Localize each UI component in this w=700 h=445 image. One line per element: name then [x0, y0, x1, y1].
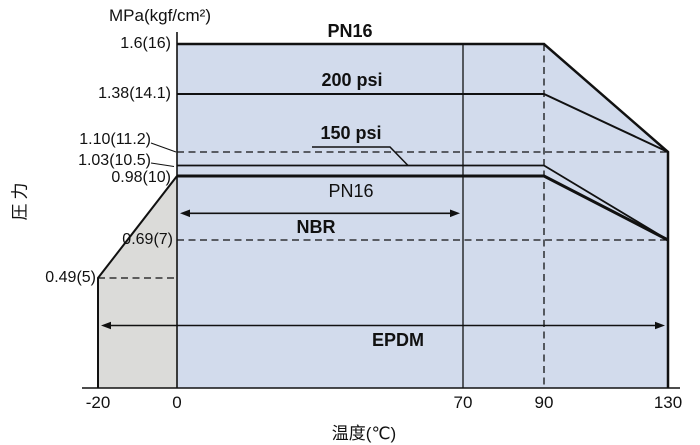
range-label-nbr: NBR — [296, 217, 336, 237]
y-tick-label-1.38: 1.38(14.1) — [98, 85, 171, 102]
leader-1.03 — [150, 162, 175, 168]
arrowhead-right-nbr — [450, 209, 460, 218]
x-tick-label--20: -20 — [85, 393, 111, 412]
curve-label-200psi: 200 psi — [321, 70, 383, 90]
x-tick-label-130: 130 — [653, 393, 683, 412]
series-line-pn16-seat-rating — [177, 174, 669, 242]
series-line-150psi-rating — [177, 164, 669, 241]
y-tick-label-0.98: 0.98(10) — [111, 169, 171, 186]
x-tick-label-90: 90 — [534, 393, 554, 412]
range-label-epdm: EPDM — [371, 330, 424, 350]
x-axis-title: 温度(℃) — [331, 424, 397, 443]
x-tick-label-70: 70 — [453, 393, 473, 412]
y-tick-label-0.69: 0.69(7) — [122, 231, 173, 248]
y-tick-label-1.1: 1.10(11.2) — [79, 131, 151, 148]
y-axis-unit-label: MPa(kgf/cm²) — [109, 6, 211, 25]
leader-150psi — [312, 146, 409, 167]
series-line-epdm-low-temp-boundary — [97, 175, 178, 388]
leader-1.10 — [150, 142, 177, 153]
arrowhead-left-nbr — [180, 209, 190, 218]
curve-label-150psi: 150 psi — [320, 123, 382, 143]
series-line-200psi-rating — [177, 93, 669, 153]
y-tick-label-1.03: 1.03(10.5) — [78, 152, 151, 169]
series-line-pn16-body-rating — [177, 42, 670, 388]
arrowhead-right-epdm — [655, 321, 665, 330]
curve-label-pn16-seat: PN16 — [328, 181, 374, 201]
y-tick-label-0.49: 0.49(5) — [45, 269, 96, 286]
epdm-low-temp-region-fill — [98, 176, 177, 388]
x-tick-label-0: 0 — [172, 393, 182, 412]
rated-region-fill — [177, 44, 668, 388]
y-axis-title: 圧力 — [10, 178, 30, 221]
curve-label-pn16-top: PN16 — [327, 21, 373, 41]
arrowhead-left-epdm — [101, 321, 111, 330]
y-tick-label-1.6: 1.6(16) — [120, 35, 171, 52]
